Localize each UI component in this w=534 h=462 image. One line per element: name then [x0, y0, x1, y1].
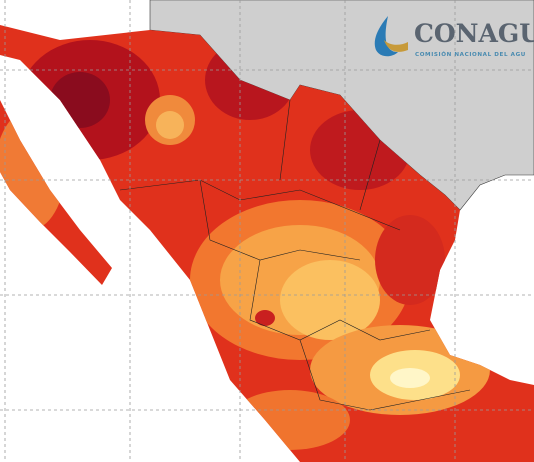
- logo-title: CONAGU: [414, 19, 534, 48]
- logo-wave: [384, 40, 408, 52]
- logo-subtitle: COMISIÓN NACIONAL DEL AGU: [415, 51, 526, 58]
- logo: CONAGU COMISIÓN NACIONAL DEL AGU: [374, 16, 534, 58]
- state-borders: [119, 99, 471, 411]
- logo-drop: [374, 16, 398, 57]
